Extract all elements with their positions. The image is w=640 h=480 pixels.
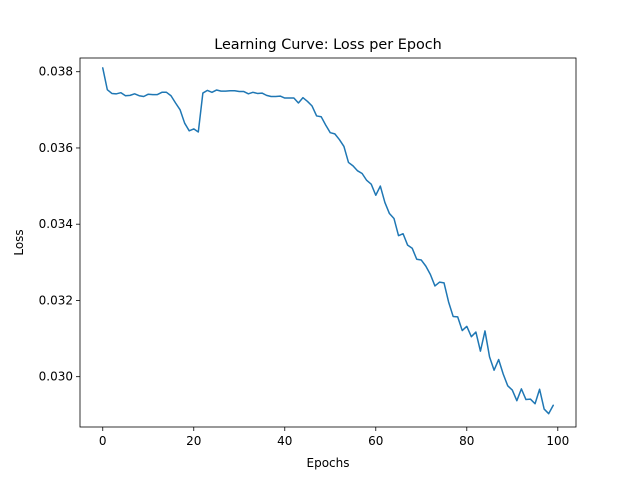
y-tick-label: 0.036 — [39, 141, 73, 155]
chart-title: Learning Curve: Loss per Epoch — [214, 37, 442, 53]
x-tick-label: 0 — [99, 434, 107, 448]
loss-series-line — [102, 67, 554, 415]
x-tick-label: 80 — [459, 434, 474, 448]
y-axis-label: Loss — [12, 229, 26, 255]
x-tick-label: 60 — [368, 434, 383, 448]
y-tick-label: 0.034 — [39, 217, 73, 231]
x-tick-label: 20 — [186, 434, 201, 448]
x-axis-label: Epochs — [307, 456, 350, 470]
y-tick-label: 0.038 — [39, 65, 73, 79]
x-tick-label: 40 — [277, 434, 292, 448]
plot-frame — [79, 57, 577, 428]
x-tick-label: 100 — [546, 434, 569, 448]
y-tick-label: 0.030 — [39, 370, 73, 384]
y-tick-label: 0.032 — [39, 293, 73, 307]
